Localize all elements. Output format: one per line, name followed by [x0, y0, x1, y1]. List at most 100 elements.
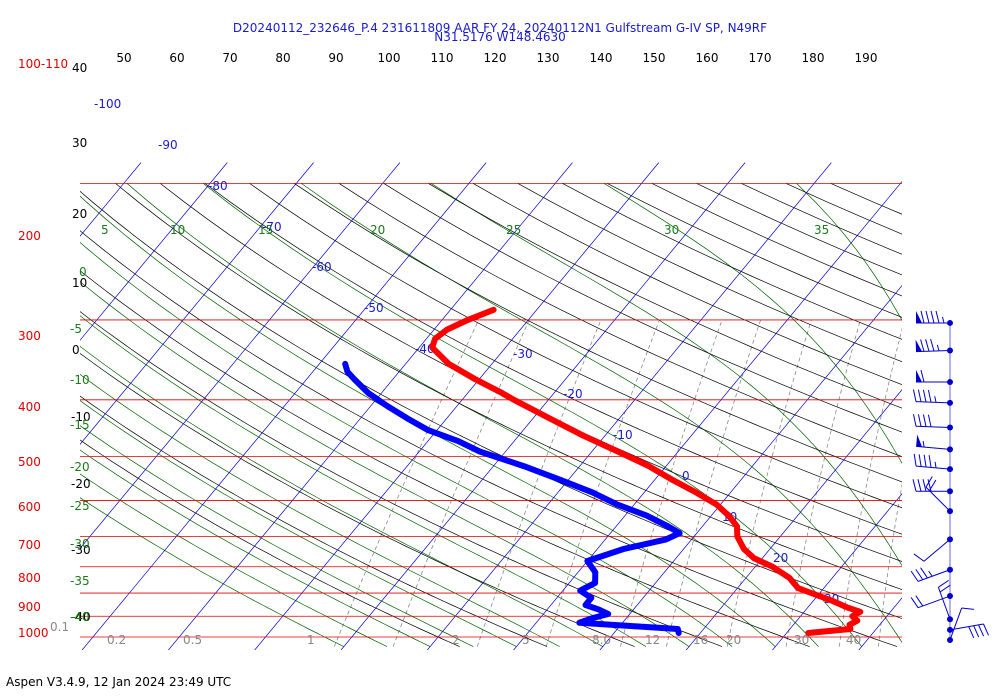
- moist-adiabat-top-label: 5: [101, 223, 109, 237]
- wind-barb-full: [913, 453, 917, 467]
- mixing-ratio-label: 0.5: [183, 633, 202, 647]
- isotherm-label: -60: [312, 260, 332, 274]
- dry-adiabat-line: [115, 183, 902, 591]
- top-scale-label: 90: [328, 51, 343, 65]
- isotherm-label: -30: [513, 347, 533, 361]
- moist-adiabat-line: [80, 497, 344, 647]
- height-tick-label: 40: [72, 61, 87, 75]
- isotherm-label: -80: [208, 179, 228, 193]
- moist-adiabat-left-label: -20: [70, 460, 90, 474]
- wind-barb-shaft: [937, 587, 951, 620]
- wind-barb-full: [920, 310, 925, 324]
- moist-adiabat-top-label: 25: [506, 223, 521, 237]
- moist-adiabat-line: [80, 473, 388, 647]
- wind-barb-full: [915, 569, 924, 580]
- moist-adiabat-line: [301, 183, 902, 643]
- height-tick-label: -10: [71, 410, 91, 424]
- dry-adiabat-line: [249, 183, 902, 509]
- moist-adiabat-top-label: 30: [664, 223, 679, 237]
- top-scale-label: 60: [169, 51, 184, 65]
- wind-barb-shaft: [925, 486, 951, 512]
- chart-title-line2: N31.5176 W148.4630: [434, 30, 566, 44]
- moist-adiabat-line: [603, 183, 902, 464]
- mixing-ratio-line: [620, 319, 723, 647]
- dry-adiabat-line: [80, 395, 548, 647]
- mixing-ratio-line: [333, 319, 480, 647]
- isotherm-label: -50: [364, 301, 384, 315]
- dry-adiabat-line: [383, 183, 902, 433]
- top-scale-label: 110: [431, 51, 454, 65]
- wind-barb-full: [927, 414, 932, 427]
- mixing-ratio-line: [476, 319, 602, 647]
- isotherm-line: [426, 162, 832, 650]
- wind-barb-full: [930, 310, 935, 324]
- height-tick-label: 30: [72, 136, 87, 150]
- moist-adiabat-top-label: 10: [170, 223, 185, 237]
- moist-adiabat-left-label: -10: [70, 373, 90, 387]
- top-scale-label: 130: [537, 51, 560, 65]
- moist-adiabat-left-label: -25: [70, 499, 90, 513]
- wind-barb-full: [918, 454, 922, 467]
- moist-adiabat-left-label: -15: [70, 418, 90, 432]
- wind-barb-full: [912, 414, 917, 427]
- moist-adiabat-line: [126, 183, 819, 647]
- moist-adiabat-line: [80, 195, 776, 647]
- top-scale-label: 190: [855, 51, 878, 65]
- wind-barb-full: [939, 584, 951, 593]
- height-tick-label: -20: [71, 477, 91, 491]
- mixing-ratio-label: 1: [307, 633, 315, 647]
- dry-adiabat-line: [159, 183, 902, 562]
- wind-barb-full: [912, 479, 917, 492]
- wind-barb-full: [935, 310, 940, 324]
- isotherm-label: 0: [682, 469, 690, 483]
- pressure-tick-label: 1000: [18, 626, 49, 640]
- wind-barb-full: [920, 339, 925, 352]
- wind-barb-full: [917, 414, 922, 427]
- sounding-profiles: [342, 306, 864, 636]
- pressure-tick-label: 800: [18, 571, 41, 585]
- wind-barbs: [910, 310, 989, 643]
- wind-barb-pennant: [916, 310, 922, 323]
- dry-adiabat-line: [80, 270, 810, 647]
- axis-labels: 100-110200300400500600700800900100040302…: [18, 51, 877, 647]
- mixing-ratio-label: 0.2: [107, 633, 126, 647]
- pressure-tick-label: 400: [18, 400, 41, 414]
- isotherm-line: [599, 285, 902, 650]
- moist-adiabat-left-label: -35: [70, 574, 90, 588]
- moist-adiabat-left-label: -40: [70, 610, 90, 624]
- mixing-ratio-line: [665, 319, 761, 647]
- wind-barb-full: [915, 595, 924, 607]
- moist-adiabat-top-label: 35: [814, 223, 829, 237]
- mixing-ratio-label: 16: [693, 633, 708, 647]
- dry-adiabat-line: [741, 183, 902, 255]
- wind-barb-full: [923, 454, 927, 468]
- dry-adiabat-line: [80, 352, 635, 647]
- mixing-ratio-label: 40: [846, 633, 861, 647]
- pressure-tick-label: 500: [18, 455, 41, 469]
- isotherm-line: [685, 389, 902, 650]
- wind-barb-full: [920, 369, 925, 383]
- top-scale-label: 150: [643, 51, 666, 65]
- wind-barb-shaft: [916, 465, 951, 470]
- mixing-ratio-line: [785, 319, 861, 647]
- mixing-ratio-line: [838, 327, 902, 647]
- isotherms: [80, 162, 902, 650]
- mixing-ratio-lines: [333, 319, 902, 647]
- dry-adiabat-line: [517, 183, 902, 363]
- wind-barb-full: [910, 570, 919, 582]
- wind-barb-full: [922, 389, 927, 403]
- wind-barb-full: [917, 389, 922, 402]
- wind-barb-full: [925, 339, 930, 352]
- wind-barb-full: [922, 414, 927, 427]
- wind-barb-full: [928, 455, 932, 468]
- wind-barb-shaft: [916, 401, 951, 404]
- top-scale-label: 80: [275, 51, 290, 65]
- mixing-ratio-label: 5: [522, 633, 530, 647]
- top-scale-label: 50: [116, 51, 131, 65]
- wind-barb-full: [925, 476, 933, 488]
- isotherm-line: [858, 597, 902, 650]
- wind-barb-pennant: [915, 339, 923, 352]
- wind-barb-shaft: [949, 607, 963, 641]
- moist-adiabat-line: [202, 183, 862, 647]
